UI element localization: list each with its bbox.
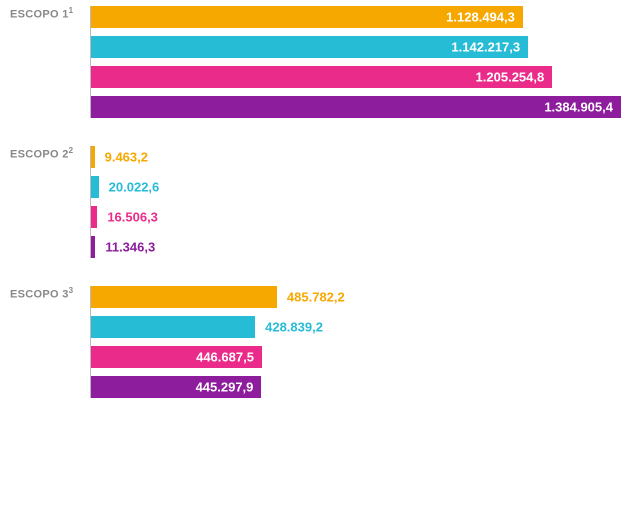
bar-value-label: 16.506,3 bbox=[97, 210, 158, 225]
bar-row: 16.506,3 bbox=[91, 206, 620, 228]
bar-value-label: 445.297,9 bbox=[91, 380, 261, 395]
group-title: ESCOPO 11 bbox=[10, 6, 73, 21]
chart-group: ESCOPO 11 1.128.494,3 1.142.217,3 1.205.254… bbox=[10, 6, 620, 118]
group-title-sup: 2 bbox=[69, 146, 74, 155]
bar-row: 9.463,2 bbox=[91, 146, 620, 168]
group-title: ESCOPO 33 bbox=[10, 286, 73, 301]
bar-value-label: 1.142.217,3 bbox=[91, 40, 528, 55]
bars-container: 485.782,2 428.839,2 446.687,5 445.297,9 bbox=[90, 286, 620, 398]
group-title-sup: 3 bbox=[69, 286, 74, 295]
bar-row: 446.687,5 bbox=[91, 346, 620, 368]
bar-row: 1.142.217,3 bbox=[91, 36, 620, 58]
bar-row: 445.297,9 bbox=[91, 376, 620, 398]
bar-value-label: 485.782,2 bbox=[277, 290, 345, 305]
bar bbox=[91, 176, 99, 198]
bar-value-label: 11.346,3 bbox=[95, 240, 155, 255]
chart-group: ESCOPO 33 485.782,2 428.839,2 446.687,5 445.… bbox=[10, 286, 620, 398]
bar bbox=[91, 316, 255, 338]
bar-row: 428.839,2 bbox=[91, 316, 620, 338]
bar-value-label: 1.384.905,4 bbox=[91, 100, 621, 115]
bars-container: 1.128.494,3 1.142.217,3 1.205.254,8 1.384.9… bbox=[90, 6, 620, 118]
chart-group: ESCOPO 22 9.463,2 20.022,6 16.506,3 11.346,3 bbox=[10, 146, 620, 258]
bar-value-label: 1.128.494,3 bbox=[91, 10, 523, 25]
emissions-bar-chart: ESCOPO 11 1.128.494,3 1.142.217,3 1.205.254… bbox=[10, 6, 620, 398]
bar-value-label: 428.839,2 bbox=[255, 320, 323, 335]
bar-value-label: 20.022,6 bbox=[99, 180, 160, 195]
bar-row: 11.346,3 bbox=[91, 236, 620, 258]
bar-row: 1.128.494,3 bbox=[91, 6, 620, 28]
group-title: ESCOPO 22 bbox=[10, 146, 73, 161]
bar-value-label: 446.687,5 bbox=[91, 350, 262, 365]
group-title-sup: 1 bbox=[69, 6, 74, 15]
bar-row: 20.022,6 bbox=[91, 176, 620, 198]
bar-row: 1.384.905,4 bbox=[91, 96, 620, 118]
bars-container: 9.463,2 20.022,6 16.506,3 11.346,3 bbox=[90, 146, 620, 258]
bar-value-label: 1.205.254,8 bbox=[91, 70, 552, 85]
bar-row: 1.205.254,8 bbox=[91, 66, 620, 88]
bar-value-label: 9.463,2 bbox=[95, 150, 148, 165]
bar bbox=[91, 286, 277, 308]
bar-row: 485.782,2 bbox=[91, 286, 620, 308]
